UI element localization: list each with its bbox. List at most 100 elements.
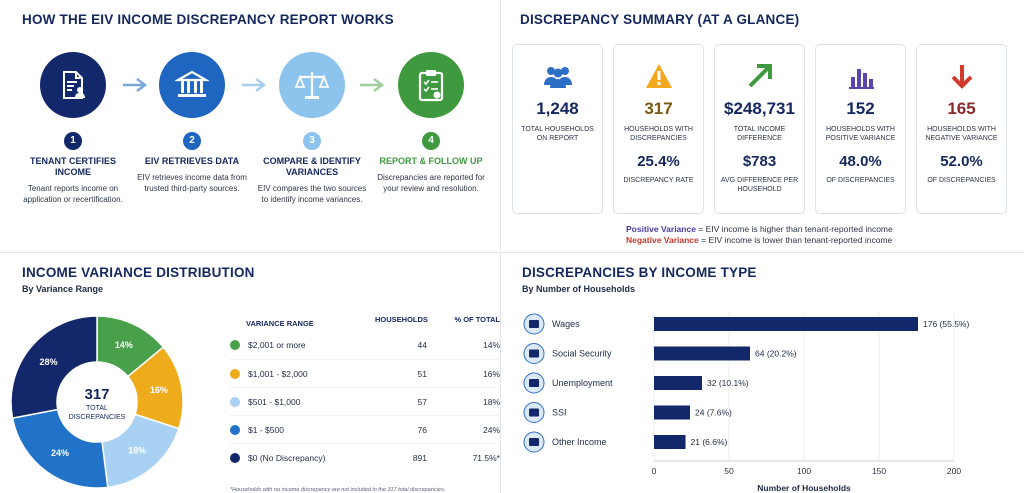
- donut-center-label: TOTAL: [86, 405, 108, 412]
- positive-variance-value: 152: [846, 99, 875, 118]
- discrepancies-value: 317: [644, 99, 673, 118]
- summary-title: DISCREPANCY SUMMARY (AT A GLANCE): [520, 12, 800, 27]
- bar-data-label: 176 (55.5%): [923, 319, 969, 329]
- bar-chart-icon: [848, 69, 874, 89]
- summary-card-discrepancies: 317 HOUSEHOLDS WITH DISCREPANCIES 25.4% …: [613, 44, 704, 214]
- discrepancies-label: HOUSEHOLDS WITH DISCREPANCIES: [624, 126, 693, 142]
- negative-variance-note: Negative Variance = EIV income is lower …: [626, 235, 893, 245]
- bar: [654, 435, 686, 449]
- bar: [654, 346, 750, 361]
- summary-card-positive-variance: 152 HOUSEHOLDS WITH POSITIVE VARIANCE 48…: [815, 44, 906, 214]
- bar-category-label: Unemployment: [552, 378, 613, 388]
- step-1-title: TENANT CERTIFIES INCOME: [29, 156, 116, 177]
- step-2-circle: [159, 52, 225, 118]
- donut-slice-label: 28%: [39, 357, 57, 367]
- arrow-down-icon: [951, 65, 972, 89]
- summary-card-income-difference: $248,731 TOTAL INCOME DIFFERENCE $783 AV…: [714, 44, 805, 214]
- step-3-number: 3: [303, 132, 321, 150]
- step-2-title: EIV RETRIEVES DATA: [144, 156, 240, 166]
- households-cell: 891: [412, 452, 427, 463]
- donut-slice: [11, 408, 109, 489]
- step-3-title: COMPARE & IDENTIFY VARIANCES: [263, 156, 361, 177]
- income-type-title: DISCREPANCIES BY INCOME TYPE: [522, 265, 757, 280]
- variance-title: INCOME VARIANCE DISTRIBUTION: [22, 265, 255, 280]
- trend-up-arrow-icon: [748, 64, 772, 88]
- positive-variance-label: HOUSEHOLDS WITH POSITIVE VARIANCE: [825, 126, 896, 142]
- bar-category-label: SSI: [552, 408, 567, 418]
- x-axis-label: Number of Households: [757, 483, 851, 493]
- negative-variance-label: HOUSEHOLDS WITH NEGATIVE VARIANCE: [925, 126, 998, 142]
- legend-dot: [230, 368, 240, 379]
- positive-variance-pct-label: OF DISCREPANCIES: [826, 177, 895, 184]
- summary-cards: 1,248 TOTAL HOUSEHOLDS ON REPORT 317 HOU…: [512, 44, 1012, 216]
- bar: [654, 376, 702, 390]
- bar-category-label: Wages: [552, 319, 580, 329]
- income-type-panel: DISCREPANCIES BY INCOME TYPE By Number o…: [522, 265, 1016, 493]
- step-2-number: 2: [183, 132, 201, 150]
- discrepancy-rate-value: 25.4%: [637, 153, 680, 170]
- income-type-subtitle: By Number of Households: [522, 284, 636, 294]
- legend-dot: [230, 396, 240, 407]
- x-tick-label: 0: [652, 466, 657, 476]
- negative-variance-pct: 52.0%: [940, 153, 983, 170]
- how-it-works-title: HOW THE EIV INCOME DISCREPANCY REPORT WO…: [22, 12, 394, 27]
- negative-variance-value: 165: [947, 99, 976, 118]
- divider: [0, 252, 1024, 253]
- bar: [654, 317, 918, 331]
- variance-range-label: $1,001 - $2,000: [248, 368, 308, 379]
- households-cell: 51: [417, 368, 427, 379]
- bar-data-label: 64 (20.2%): [755, 349, 797, 359]
- positive-variance-pct: 48.0%: [839, 153, 882, 170]
- legend-dot: [230, 340, 240, 350]
- donut-center-value: 317: [84, 386, 109, 403]
- step-4: 4 REPORT & FOLLOW UP Discrepancies are r…: [376, 52, 486, 194]
- table-row: $1,001 - $2,000 51 16%: [230, 359, 500, 387]
- step-4-circle: [398, 52, 464, 118]
- table-row: $0 (No Discrepancy) 891 71.5%*: [230, 443, 500, 471]
- variance-table: VARIANCE RANGE HOUSEHOLDS % OF TOTAL $2,…: [230, 315, 500, 471]
- other-income-icon-glyph: [529, 438, 539, 446]
- donut-chart-svg: 14% 16% 18% 24% 28% 317 TOTAL DISCREPANCIES: [10, 315, 184, 489]
- arrow-right-icon: [123, 78, 148, 92]
- variance-panel: INCOME VARIANCE DISTRIBUTION By Variance…: [10, 265, 500, 493]
- clipboard-check-icon: [418, 70, 444, 102]
- income-difference-label: TOTAL INCOME DIFFERENCE: [733, 126, 786, 142]
- donut-center-label: DISCREPANCIES: [69, 414, 126, 421]
- step-4-description: Discrepancies are reported for your revi…: [377, 173, 485, 193]
- total-households-value: 1,248: [536, 99, 579, 118]
- step-2-description: EIV retrieves income data from trusted t…: [137, 173, 247, 193]
- bar-data-label: 24 (7.6%): [695, 408, 732, 418]
- x-tick-label: 50: [724, 466, 734, 476]
- bank-building-icon: [175, 70, 209, 97]
- step-1: 1 TENANT CERTIFIES INCOME Tenant reports…: [18, 52, 128, 205]
- wages-icon-glyph: [529, 320, 539, 328]
- step-1-description: Tenant reports income on application or …: [23, 184, 123, 204]
- donut-chart: 14% 16% 18% 24% 28% 317 TOTAL DISCREPANCIES: [8, 313, 186, 491]
- table-row: $1 - $500 76 24%: [230, 415, 500, 443]
- total-households-label: TOTAL HOUSEHOLDS ON REPORT: [521, 126, 594, 142]
- divider: [500, 0, 501, 250]
- donut-slice-label: 16%: [150, 385, 168, 395]
- negative-variance-pct-label: OF DISCREPANCIES: [927, 177, 996, 184]
- donut-slice: [10, 315, 98, 419]
- step-2: 2 EIV RETRIEVES DATA EIV retrieves incom…: [137, 52, 247, 194]
- summary-card-total-households: 1,248 TOTAL HOUSEHOLDS ON REPORT: [512, 44, 603, 214]
- social-security-icon-glyph: [529, 349, 539, 358]
- ssi-icon-glyph: [529, 408, 539, 417]
- step-4-title: REPORT & FOLLOW UP: [379, 156, 483, 166]
- step-1-circle: [40, 52, 106, 118]
- variance-footnote: *Households with no income discrepancy a…: [230, 487, 446, 493]
- step-1-number: 1: [64, 132, 82, 150]
- donut-slice-label: 14%: [115, 340, 133, 350]
- bar-data-label: 21 (6.6%): [691, 437, 728, 447]
- variance-table-body: $2,001 or more 44 14% $1,001 - $2,000 51 16% $…: [230, 331, 500, 471]
- x-tick-label: 100: [797, 466, 811, 476]
- arrow-right-icon: [360, 78, 385, 92]
- legend-dot: [230, 452, 240, 463]
- donut-slice-label: 24%: [51, 448, 69, 458]
- step-4-number: 4: [422, 132, 440, 150]
- income-difference-value: $248,731: [724, 99, 795, 118]
- variance-table-header: VARIANCE RANGE HOUSEHOLDS % OF TOTAL: [230, 315, 500, 331]
- variance-range-label: $1 - $500: [248, 424, 284, 435]
- income-bar-chart: Wages 176 (55.5%) Social Security 64 (20.2%…: [523, 311, 969, 493]
